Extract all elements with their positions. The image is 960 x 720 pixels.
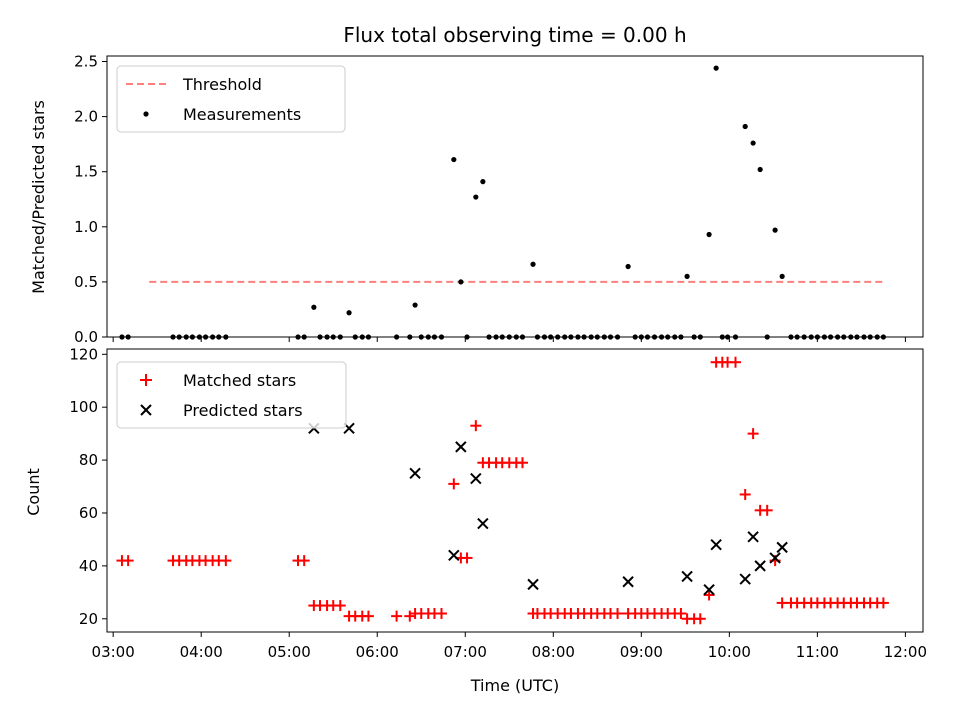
x-tick-label: 03:00 xyxy=(92,643,135,661)
bottom-y-tick-label: 120 xyxy=(69,345,98,363)
matched-legend-label: Matched stars xyxy=(183,371,296,390)
x-tick-label: 11:00 xyxy=(796,643,839,661)
bottom-y-axis-label: Count xyxy=(24,468,43,516)
measurement-point xyxy=(706,231,712,238)
predicted-star-point xyxy=(776,541,788,554)
measurements-legend-marker xyxy=(143,111,149,117)
measurement-point xyxy=(473,194,479,200)
x-tick-label: 10:00 xyxy=(708,643,751,661)
matched-star-point xyxy=(122,555,134,567)
measurement-point xyxy=(311,304,317,310)
bottom-legend: Matched stars Predicted stars xyxy=(116,361,347,429)
predicted-star-point xyxy=(527,578,539,591)
predicted-star-point xyxy=(739,573,751,585)
predicted-legend-label: Predicted stars xyxy=(183,401,303,420)
predicted-star-point xyxy=(710,539,722,551)
bottom-y-tick-label: 40 xyxy=(79,557,98,575)
measurement-point xyxy=(412,302,418,308)
top-y-tick-label: 0.5 xyxy=(74,273,98,291)
top-y-tick-label: 1.0 xyxy=(74,218,98,236)
matched-star-point xyxy=(612,607,624,619)
bottom-panel: 20 40 60 80 100 120 03:00 04:00 05:00 06:00 07:00… xyxy=(24,345,927,695)
top-y-axis-label: Matched/Predicted stars xyxy=(29,100,48,294)
top-y-ticks: 0.0 0.5 1.0 1.5 2.0 2.5 xyxy=(74,53,107,346)
measurement-point xyxy=(530,261,536,267)
matched-star-point xyxy=(334,600,346,612)
measurement-point xyxy=(625,263,631,270)
top-axes-frame xyxy=(106,55,924,338)
predicted-star-point xyxy=(455,441,467,453)
top-legend: Threshold Measurements xyxy=(116,65,346,133)
bottom-y-tick-label: 20 xyxy=(79,610,98,628)
matched-star-point xyxy=(730,356,742,368)
matched-star-point xyxy=(298,555,310,567)
bottom-y-ticks: 20 40 60 80 100 120 xyxy=(69,345,107,628)
matched-star-point xyxy=(694,613,706,625)
top-y-tick-label: 1.5 xyxy=(74,163,98,181)
matched-star-point xyxy=(362,610,374,622)
matched-star-point xyxy=(220,555,232,567)
matched-star-point xyxy=(516,457,528,469)
matched-star-point xyxy=(391,610,403,622)
bottom-legend-box xyxy=(116,361,347,429)
predicted-star-point xyxy=(769,552,781,564)
bottom-axes-frame xyxy=(106,348,924,633)
predicted-star-point xyxy=(754,560,766,572)
predicted-star-point xyxy=(409,467,421,480)
matched-star-point xyxy=(448,478,460,490)
matched-star-point xyxy=(739,488,751,500)
top-y-tick-label: 0.0 xyxy=(74,328,98,346)
bottom-y-tick-label: 60 xyxy=(79,504,98,522)
matched-legend-marker xyxy=(140,374,152,386)
predicted-star-point xyxy=(477,517,489,530)
predicted-star-point xyxy=(747,531,759,543)
top-panel: 0.0 0.5 1.0 1.5 2.0 2.5 Matched/Predicted sta… xyxy=(29,53,924,346)
matched-star-point xyxy=(703,589,715,601)
predicted-star-point xyxy=(622,576,634,588)
measurement-point xyxy=(713,65,719,71)
x-tick-label: 06:00 xyxy=(356,643,399,661)
measurement-point xyxy=(458,279,464,285)
matched-star-point xyxy=(675,607,687,619)
x-tick-label: 09:00 xyxy=(620,643,663,661)
measurement-point xyxy=(346,310,352,316)
matched-star-point xyxy=(877,597,889,609)
measurement-point xyxy=(451,156,457,163)
x-tick-label: 12:00 xyxy=(884,643,927,661)
matched-star-point xyxy=(761,504,773,516)
matched-star-point xyxy=(404,610,416,622)
measurement-point xyxy=(684,273,690,279)
measurement-point xyxy=(742,123,748,130)
top-legend-box xyxy=(116,65,346,133)
x-tick-label: 07:00 xyxy=(444,643,487,661)
top-y-tick-label: 2.0 xyxy=(74,108,98,126)
bottom-y-tick-label: 100 xyxy=(69,398,98,416)
predicted-legend-marker xyxy=(140,404,152,416)
x-tick-label: 04:00 xyxy=(180,643,223,661)
predicted-star-point xyxy=(470,472,482,485)
matched-star-point xyxy=(470,420,482,432)
measurement-point xyxy=(757,166,763,173)
threshold-legend-label: Threshold xyxy=(182,75,262,94)
measurements-legend-label: Measurements xyxy=(183,105,301,124)
measurement-point xyxy=(772,227,778,233)
matched-star-point xyxy=(461,552,473,564)
matched-star-point xyxy=(747,428,759,440)
bottom-x-ticks: 03:00 04:00 05:00 06:00 07:00 08:00 09:00 10:00… xyxy=(92,632,927,661)
measurement-point xyxy=(779,273,785,279)
predicted-star-point xyxy=(703,583,715,596)
predicted-star-point xyxy=(448,549,460,562)
x-tick-label: 05:00 xyxy=(268,643,311,661)
measurement-point xyxy=(480,179,486,185)
predicted-star-point xyxy=(681,570,693,583)
bottom-marks xyxy=(116,356,889,625)
matched-star-point xyxy=(435,607,447,619)
x-tick-label: 08:00 xyxy=(532,643,575,661)
x-axis-label: Time (UTC) xyxy=(470,676,559,695)
chart-title: Flux total observing time = 0.00 h xyxy=(343,23,686,47)
top-y-tick-label: 2.5 xyxy=(74,53,98,71)
measurement-point xyxy=(750,140,756,146)
bottom-y-tick-label: 80 xyxy=(79,451,98,469)
